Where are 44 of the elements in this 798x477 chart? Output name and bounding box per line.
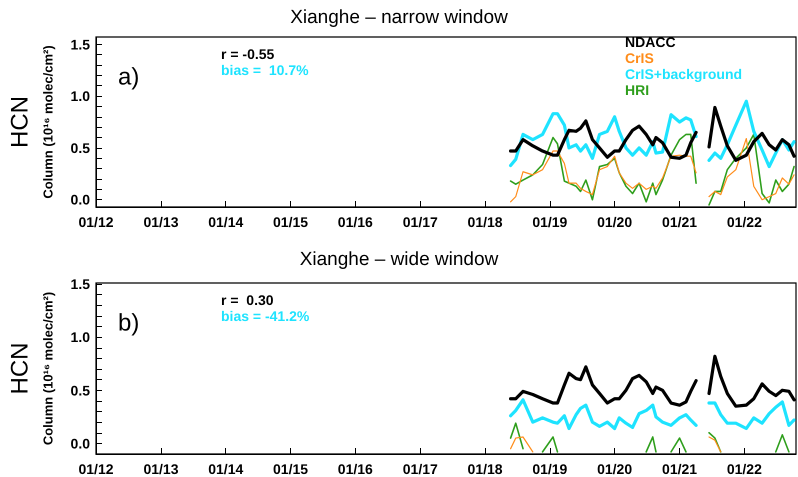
chart-title: Xianghe – narrow window bbox=[290, 7, 508, 28]
x-tick-label: 01/20 bbox=[597, 214, 632, 230]
y-axis-title: HCN Column (10¹⁶ molec/cm²) bbox=[6, 45, 56, 199]
x-tick-label: 01/16 bbox=[338, 214, 374, 230]
y-tick-label: 1.5 bbox=[70, 36, 90, 52]
y-tick-label: 1.0 bbox=[70, 88, 90, 104]
x-tick-label: 01/15 bbox=[273, 214, 308, 230]
x-tick-label: 01/12 bbox=[78, 461, 114, 477]
x-tick-label: 01/17 bbox=[402, 461, 438, 477]
x-tick-label: 01/13 bbox=[143, 214, 179, 230]
y-tick-label: 1.5 bbox=[70, 276, 90, 292]
series-label: CrIS+background bbox=[625, 66, 742, 82]
annotation: bias = 10.7% bbox=[221, 62, 310, 78]
x-tick-label: 01/21 bbox=[662, 461, 698, 477]
y-tick-label: 0.5 bbox=[70, 382, 90, 398]
chart-title: Xianghe – wide window bbox=[300, 249, 499, 270]
x-tick-label: 01/14 bbox=[208, 214, 244, 230]
x-tick-label: 01/19 bbox=[532, 214, 568, 230]
annotation: a) bbox=[118, 64, 140, 90]
x-tick-label: 01/19 bbox=[532, 461, 568, 477]
y-axis-title: HCN Column (10¹⁶ molec/cm²) bbox=[6, 292, 56, 446]
x-tick-label: 01/22 bbox=[726, 214, 762, 230]
annotation: r = 0.30 bbox=[221, 292, 274, 308]
annotation: r = -0.55 bbox=[221, 46, 275, 62]
text: NDACC bbox=[625, 34, 676, 50]
x-tick-label: 01/17 bbox=[402, 214, 438, 230]
x-tick-label: 01/14 bbox=[208, 461, 244, 477]
x-tick-label: 01/16 bbox=[338, 461, 374, 477]
annotation: bias = -41.2% bbox=[221, 308, 310, 324]
x-tick-label: 01/13 bbox=[143, 461, 179, 477]
y-tick-label: 0.5 bbox=[70, 140, 90, 156]
x-tick-label: 01/22 bbox=[726, 461, 762, 477]
y-tick-label: 1.0 bbox=[70, 329, 90, 346]
y-tick-label: 0.0 bbox=[70, 192, 90, 208]
y-tick-label: 0.0 bbox=[70, 435, 90, 452]
text: CrIS bbox=[625, 50, 654, 66]
text: HRI bbox=[625, 82, 650, 98]
x-tick-label: 01/18 bbox=[468, 461, 503, 477]
x-tick-label: 01/20 bbox=[597, 461, 632, 477]
annotation: b) bbox=[118, 310, 140, 336]
x-tick-label: 01/12 bbox=[78, 214, 114, 230]
x-tick-label: 01/21 bbox=[662, 214, 698, 230]
x-tick-label: 01/15 bbox=[273, 461, 308, 477]
x-tick-label: 01/18 bbox=[468, 214, 503, 230]
